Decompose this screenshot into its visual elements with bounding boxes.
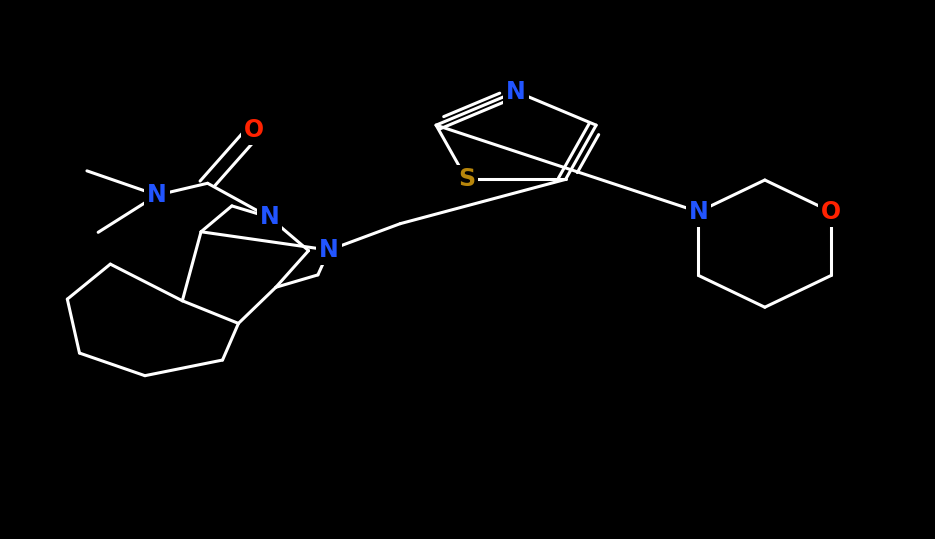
Text: N: N (259, 205, 280, 229)
Text: O: O (821, 200, 842, 224)
Text: N: N (319, 238, 339, 262)
Text: S: S (458, 168, 475, 191)
Text: O: O (244, 119, 265, 142)
Text: N: N (688, 200, 709, 224)
Text: N: N (147, 183, 167, 207)
Text: N: N (506, 80, 526, 103)
